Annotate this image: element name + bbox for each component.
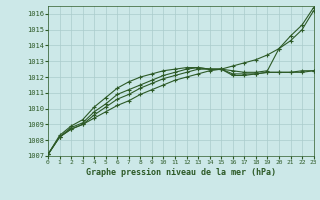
X-axis label: Graphe pression niveau de la mer (hPa): Graphe pression niveau de la mer (hPa) [86,168,276,177]
